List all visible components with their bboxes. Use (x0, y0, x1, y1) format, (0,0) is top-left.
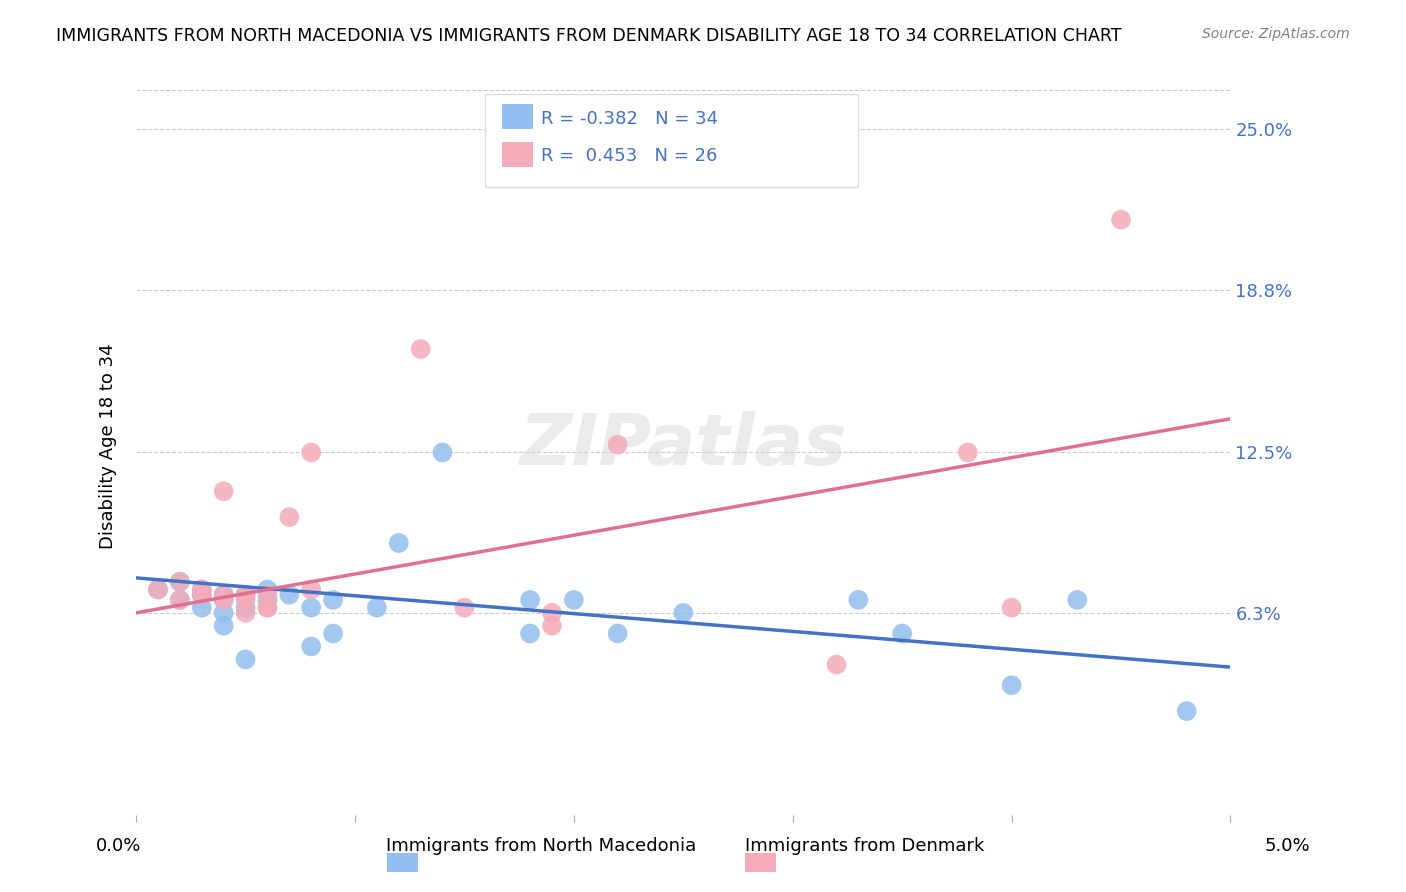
Point (366, 600, 388, 615)
Point (1175, 704, 1198, 718)
Point (191, 582, 214, 597)
Point (235, 652, 257, 666)
Point (212, 484, 235, 499)
Point (256, 600, 278, 615)
Point (191, 588, 214, 602)
Point (1066, 593, 1088, 607)
Point (453, 600, 475, 615)
Point (299, 640, 322, 654)
Point (299, 582, 322, 597)
Point (212, 588, 235, 602)
Point (256, 588, 278, 602)
Point (146, 582, 169, 597)
Text: Immigrants from North Macedonia: Immigrants from North Macedonia (387, 837, 696, 855)
Point (278, 510, 301, 524)
Point (891, 626, 914, 640)
Point (256, 600, 278, 615)
Point (541, 619, 564, 633)
Point (519, 626, 541, 640)
Point (191, 582, 214, 597)
Text: IMMIGRANTS FROM NORTH MACEDONIA VS IMMIGRANTS FROM DENMARK DISABILITY AGE 18 TO : IMMIGRANTS FROM NORTH MACEDONIA VS IMMIG… (56, 27, 1122, 45)
Text: R = -0.382   N = 34: R = -0.382 N = 34 (541, 110, 718, 128)
Point (235, 588, 257, 602)
Point (1000, 600, 1022, 615)
Point (169, 574, 191, 589)
Point (278, 588, 301, 602)
Point (606, 626, 628, 640)
Point (322, 626, 344, 640)
Point (146, 582, 169, 597)
Point (562, 593, 585, 607)
Text: 5.0%: 5.0% (1265, 837, 1310, 855)
Point (191, 588, 214, 602)
Point (235, 606, 257, 620)
Y-axis label: Disability Age 18 to 34: Disability Age 18 to 34 (100, 343, 117, 549)
Point (212, 593, 235, 607)
Point (409, 342, 432, 356)
Point (825, 657, 848, 672)
Point (519, 593, 541, 607)
Text: 0.0%: 0.0% (96, 837, 141, 855)
Point (235, 593, 257, 607)
Text: ZIPatlas: ZIPatlas (520, 411, 846, 481)
Point (235, 600, 257, 615)
Point (672, 606, 695, 620)
Point (956, 445, 979, 459)
Point (212, 606, 235, 620)
Text: R =  0.453   N = 26: R = 0.453 N = 26 (541, 147, 717, 165)
Point (541, 606, 564, 620)
Point (212, 619, 235, 633)
Point (235, 588, 257, 602)
Text: Immigrants from Denmark: Immigrants from Denmark (745, 837, 984, 855)
Point (848, 593, 870, 607)
Point (212, 588, 235, 602)
Point (256, 593, 278, 607)
Point (191, 588, 214, 602)
Point (191, 600, 214, 615)
Point (606, 438, 628, 452)
Point (212, 593, 235, 607)
Point (1109, 212, 1132, 227)
Point (256, 582, 278, 597)
Point (299, 600, 322, 615)
Point (169, 593, 191, 607)
Point (388, 536, 411, 550)
Text: Source: ZipAtlas.com: Source: ZipAtlas.com (1202, 27, 1350, 41)
Point (1000, 678, 1022, 692)
Point (432, 445, 454, 459)
Point (299, 445, 322, 459)
Point (169, 574, 191, 589)
Point (169, 593, 191, 607)
Point (322, 593, 344, 607)
